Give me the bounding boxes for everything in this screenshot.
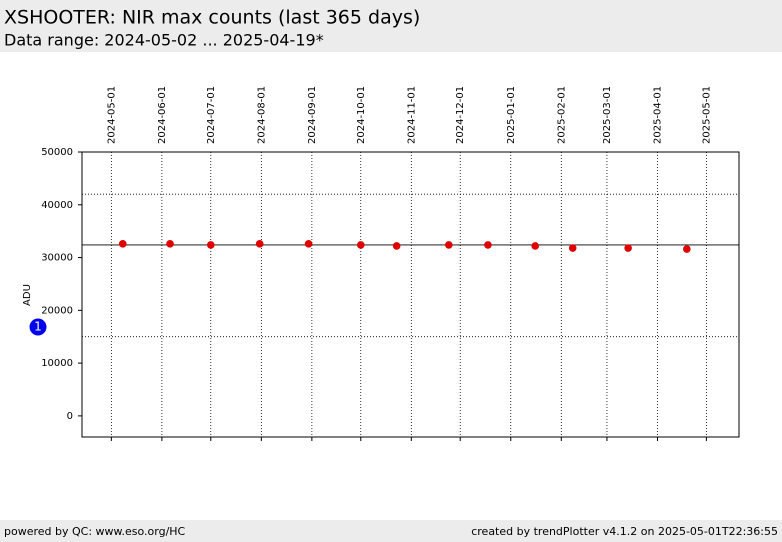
x-tick-label: 2025-04-01: [652, 86, 663, 144]
footer-band: [0, 520, 782, 542]
data-point: [166, 240, 174, 248]
x-tick-label: 2025-01-01: [506, 86, 517, 144]
x-tick-label: 2024-05-01: [106, 86, 117, 144]
data-point: [568, 244, 577, 252]
x-tick-label: 2024-10-01: [356, 86, 367, 144]
footer-left: powered by QC: www.eso.org/HC: [4, 525, 186, 538]
plot-frame: [81, 151, 740, 438]
data-point: [683, 245, 691, 253]
annotation-marker: [29, 318, 47, 336]
x-tick-label: 2024-06-01: [157, 86, 168, 144]
x-tick-label: 2025-05-01: [701, 86, 712, 144]
y-tick-label: 20000: [41, 305, 73, 316]
y-tick-label: 0: [67, 411, 73, 422]
data-point: [392, 242, 401, 250]
x-tick-label: 2025-03-01: [602, 86, 613, 144]
x-tick-label: 2025-02-01: [556, 86, 567, 144]
data-point: [624, 244, 632, 252]
y-tick-label: 10000: [41, 358, 73, 369]
y-tick-label: 50000: [41, 147, 73, 158]
data-point: [531, 242, 540, 250]
x-tick-label: 2024-09-01: [307, 86, 318, 144]
y-tick-label: 30000: [41, 253, 73, 264]
footer-right: created by trendPlotter v4.1.2 on 2025-0…: [471, 525, 778, 538]
chart-subtitle: Data range: 2024-05-02 ... 2025-04-19*: [4, 31, 324, 50]
header-band: [0, 0, 782, 52]
data-point: [356, 241, 365, 249]
data-point: [445, 241, 453, 249]
data-point: [206, 241, 215, 249]
x-tick-label: 2024-08-01: [256, 86, 267, 144]
x-tick-label: 2024-11-01: [406, 86, 417, 144]
y-axis-label: ADU: [22, 284, 33, 306]
y-tick-label: 40000: [41, 200, 73, 211]
data-point: [118, 240, 127, 248]
data-point: [304, 240, 313, 248]
chart-title: XSHOOTER: NIR max counts (last 365 days): [4, 7, 420, 29]
x-tick-label: 2024-07-01: [206, 86, 217, 144]
annotation-text: 1: [34, 320, 42, 334]
x-tick-label: 2024-12-01: [455, 86, 466, 144]
data-point: [255, 240, 264, 248]
data-point: [484, 241, 492, 249]
